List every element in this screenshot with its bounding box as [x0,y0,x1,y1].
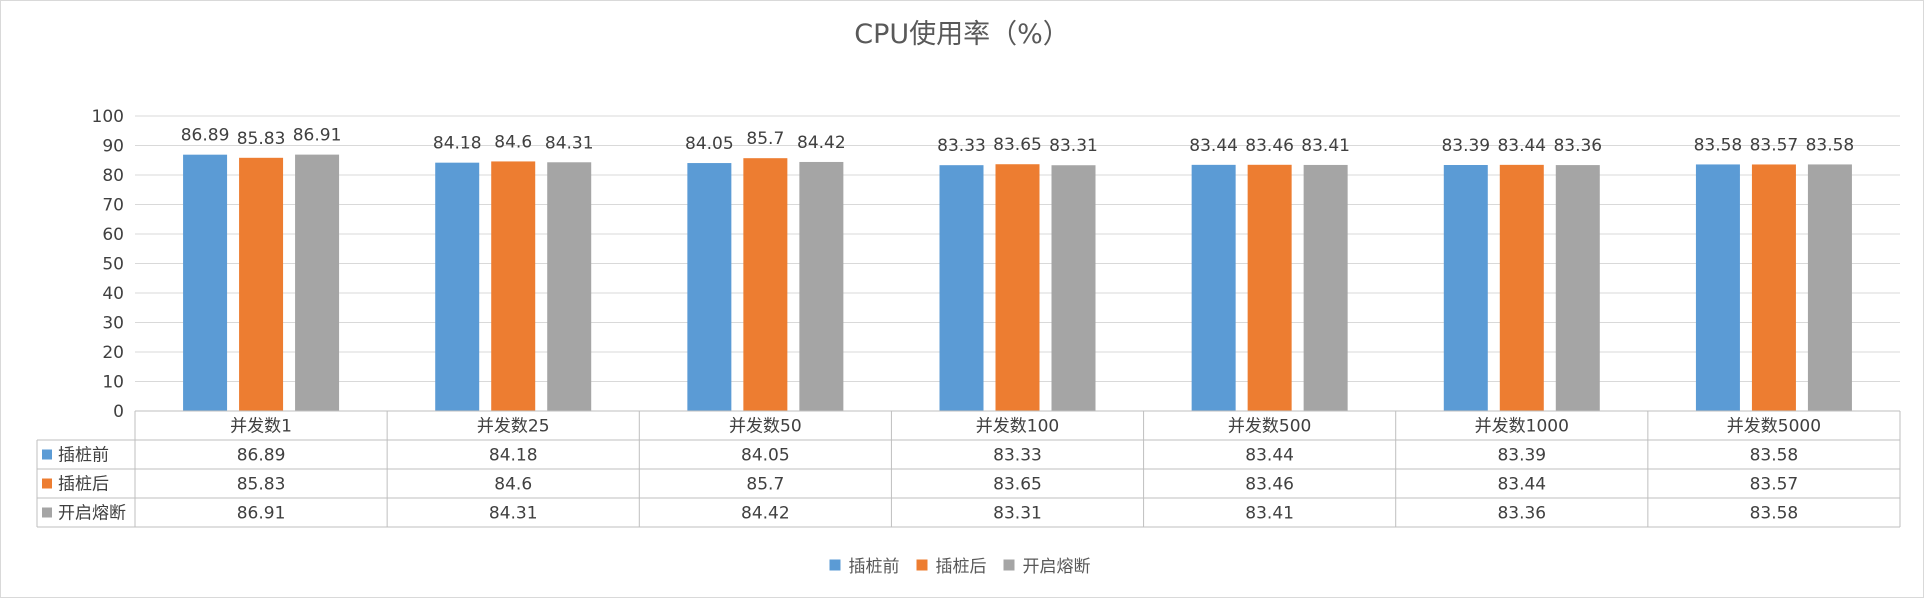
data-label: 83.39 [1441,136,1490,156]
data-label: 83.58 [1806,135,1855,155]
table-series-label: 插桩前 [58,446,109,466]
y-tick-label: 80 [102,166,124,186]
y-tick-label: 10 [102,373,124,393]
x-category-label: 并发数500 [1228,417,1311,437]
x-category-label: 并发数1 [230,417,292,437]
legend-key [829,559,841,571]
bar [687,163,732,411]
legend-key [1003,559,1015,571]
data-label: 83.46 [1245,136,1294,156]
data-label: 83.33 [937,136,986,156]
bar [1499,164,1544,411]
bar [491,161,536,411]
table-cell: 83.36 [1497,504,1546,524]
table-cell: 83.65 [993,475,1042,495]
y-tick-label: 0 [113,402,124,422]
data-label: 84.05 [685,134,734,154]
bar [239,157,284,411]
table-legend-key [42,449,52,460]
data-label: 86.91 [293,126,342,146]
table-cell: 83.33 [993,446,1042,466]
table-cell: 83.39 [1497,446,1546,466]
legend-label: 插桩前 [849,557,900,577]
table-cell: 83.41 [1245,504,1294,524]
table-series-label: 开启熔断 [58,504,126,524]
table-cell: 83.44 [1497,475,1546,495]
table-cell: 84.6 [494,475,532,495]
data-label: 86.89 [181,126,230,146]
data-label: 83.44 [1497,136,1546,156]
table-cell: 84.18 [489,446,538,466]
bar [1695,164,1740,411]
bar [1051,165,1096,411]
x-category-label: 并发数50 [729,417,802,437]
data-label: 84.18 [433,134,482,154]
data-label: 83.65 [993,135,1042,155]
bar [435,162,480,411]
bar [295,154,340,412]
table-cell: 83.57 [1750,475,1799,495]
table-cell: 84.31 [489,504,538,524]
x-category-label: 并发数5000 [1727,417,1821,437]
chart-title: CPU使用率（%） [854,19,1070,50]
table-cell: 83.44 [1245,446,1294,466]
y-tick-label: 70 [102,196,124,216]
bar [183,154,228,411]
table-cell: 85.7 [746,475,784,495]
table-cell: 83.31 [993,504,1042,524]
bar [743,158,788,411]
data-label: 84.6 [494,132,532,152]
table-cell: 86.91 [237,504,286,524]
y-tick-label: 20 [102,343,124,363]
table-cell: 83.46 [1245,475,1294,495]
y-tick-label: 40 [102,284,124,304]
x-category-label: 并发数1000 [1475,417,1569,437]
legend-label: 开启熔断 [1023,557,1091,577]
table-legend-key [42,507,52,518]
legend-label: 插桩后 [936,557,987,577]
table-cell: 85.83 [237,475,286,495]
data-label: 83.36 [1553,136,1602,156]
table-cell: 83.58 [1750,446,1799,466]
bar [939,165,984,411]
bar [1303,164,1348,411]
bar [1443,164,1488,411]
bar [995,164,1040,411]
y-tick-label: 50 [102,255,124,275]
table-cell: 83.58 [1750,504,1799,524]
data-label: 83.44 [1189,136,1238,156]
y-tick-label: 60 [102,225,124,245]
x-category-label: 并发数25 [477,417,550,437]
bar [1555,165,1600,411]
table-cell: 84.05 [741,446,790,466]
table-series-label: 插桩后 [58,475,109,495]
bar [1247,164,1292,411]
y-tick-label: 90 [102,137,124,157]
data-label: 85.7 [746,129,784,149]
bar [1807,164,1852,411]
table-legend-key [42,478,52,489]
data-label: 83.31 [1049,136,1098,156]
legend-key [916,559,928,571]
data-label: 84.31 [545,133,594,153]
y-tick-label: 30 [102,314,124,334]
data-label: 83.57 [1750,135,1799,155]
bar [1191,164,1236,411]
table-cell: 84.42 [741,504,790,524]
data-label: 83.41 [1301,136,1350,156]
bar [1751,164,1796,411]
bar [547,162,592,411]
data-label: 83.58 [1694,135,1743,155]
x-category-label: 并发数100 [976,417,1059,437]
table-cell: 86.89 [237,446,286,466]
bar [799,161,844,411]
y-tick-label: 100 [92,107,124,127]
data-label: 85.83 [237,129,286,149]
data-label: 84.42 [797,133,846,153]
